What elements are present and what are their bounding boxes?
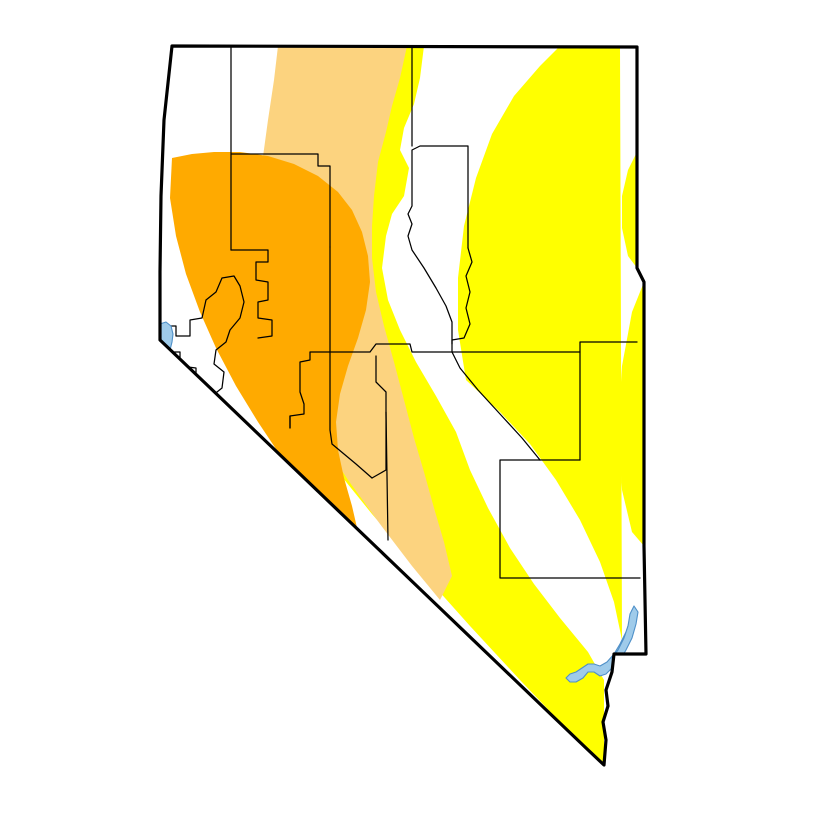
county-boundary-13: [579, 341, 638, 353]
county-boundary-2: [230, 153, 331, 248]
county-boundary-3: [230, 249, 273, 339]
county-boundary-4: [289, 246, 331, 429]
drought-severity-layer: [170, 46, 644, 762]
county-boundary-17: [329, 351, 373, 479]
county-boundary-19: [385, 411, 389, 541]
d0-abnormally-dry-part-2: [458, 46, 622, 640]
d0-abnormally-dry-part-3: [622, 152, 637, 268]
nevada-state-outline: [158, 44, 648, 767]
county-boundary-15: [499, 459, 641, 579]
county-boundary-5: [161, 275, 245, 397]
lake-mead-arm: [611, 605, 639, 667]
d2-severe-drought: [170, 152, 370, 552]
county-boundary-8: [329, 343, 453, 353]
county-boundary-14: [451, 351, 541, 461]
county-boundary-10: [407, 145, 469, 345]
county-boundary-9: [451, 247, 473, 353]
d0-abnormally-dry-part-4: [618, 282, 644, 546]
